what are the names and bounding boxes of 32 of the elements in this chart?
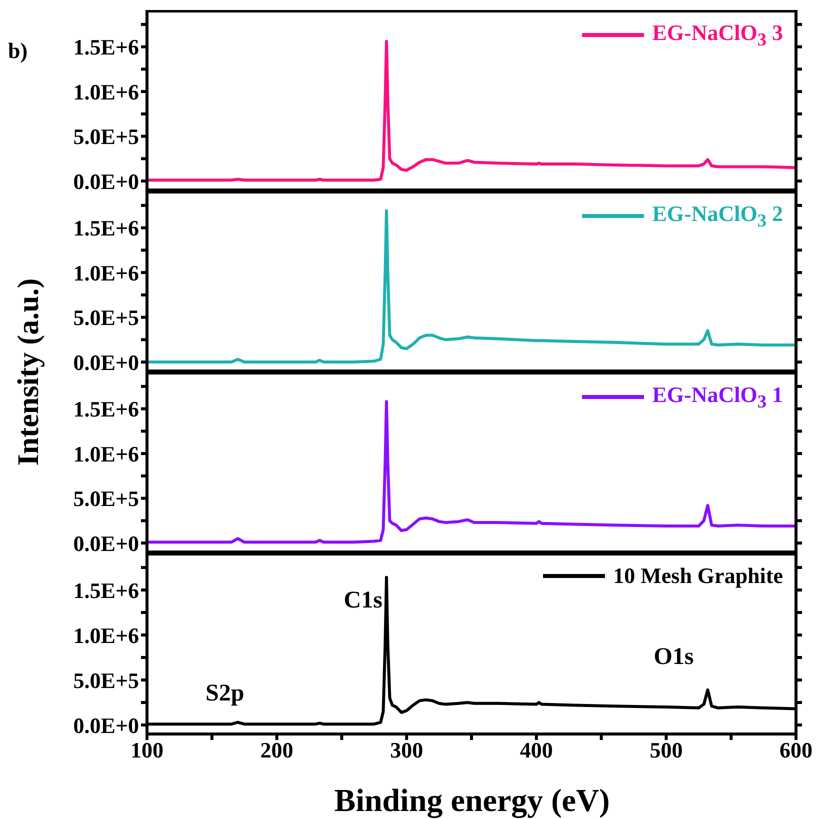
y-tick-label: 5.0E+5 [73,486,139,512]
y-tick-label: 1.0E+6 [73,260,139,286]
y-tick-label: 1.5E+6 [73,396,139,422]
y-tick-label: 0.0E+0 [73,530,139,556]
y-tick-label: 5.0E+5 [73,124,139,150]
y-tick-label: 1.0E+6 [73,79,139,104]
annotation: S2p [206,680,244,706]
legend-label: EG-NaClO$_{3}$ 3 [652,20,783,50]
x-tick-label: 200 [260,738,294,763]
legend-label: EG-NaClO$_{3}$ 1 [652,382,783,412]
legend-label: EG-NaClO$_{3}$ 2 [652,201,783,232]
x-tick-label: 100 [130,738,164,763]
y-tick-label: 5.0E+5 [73,668,139,693]
y-tick-label: 0.0E+0 [73,712,139,738]
x-axis-title: Binding energy (eV) [333,782,611,819]
y-tick-label: 1.0E+6 [73,441,139,466]
y-tick-label: 1.5E+6 [73,578,139,603]
y-tick-label: 1.0E+6 [73,622,139,648]
y-axis-title: Intensity (a.u.) [12,278,45,466]
x-tick-label: 500 [650,738,683,763]
y-tick-label: 1.5E+6 [73,216,139,241]
legend-label: 10 Mesh Graphite [613,563,783,589]
y-tick-label: 0.0E+0 [73,350,139,375]
x-tick-label: 600 [780,738,812,763]
y-tick-label: 0.0E+0 [73,168,139,194]
y-tick-label: 5.0E+5 [73,305,139,330]
annotation: C1s [344,587,382,614]
text: b) [8,38,28,63]
annotation: O1s [654,644,694,670]
x-tick-label: 300 [390,738,424,763]
y-tick-label: 1.5E+6 [73,34,139,60]
x-tick-label: 400 [520,738,553,763]
